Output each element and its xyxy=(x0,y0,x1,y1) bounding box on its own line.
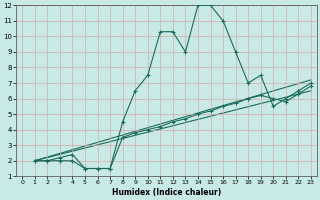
X-axis label: Humidex (Indice chaleur): Humidex (Indice chaleur) xyxy=(112,188,221,197)
